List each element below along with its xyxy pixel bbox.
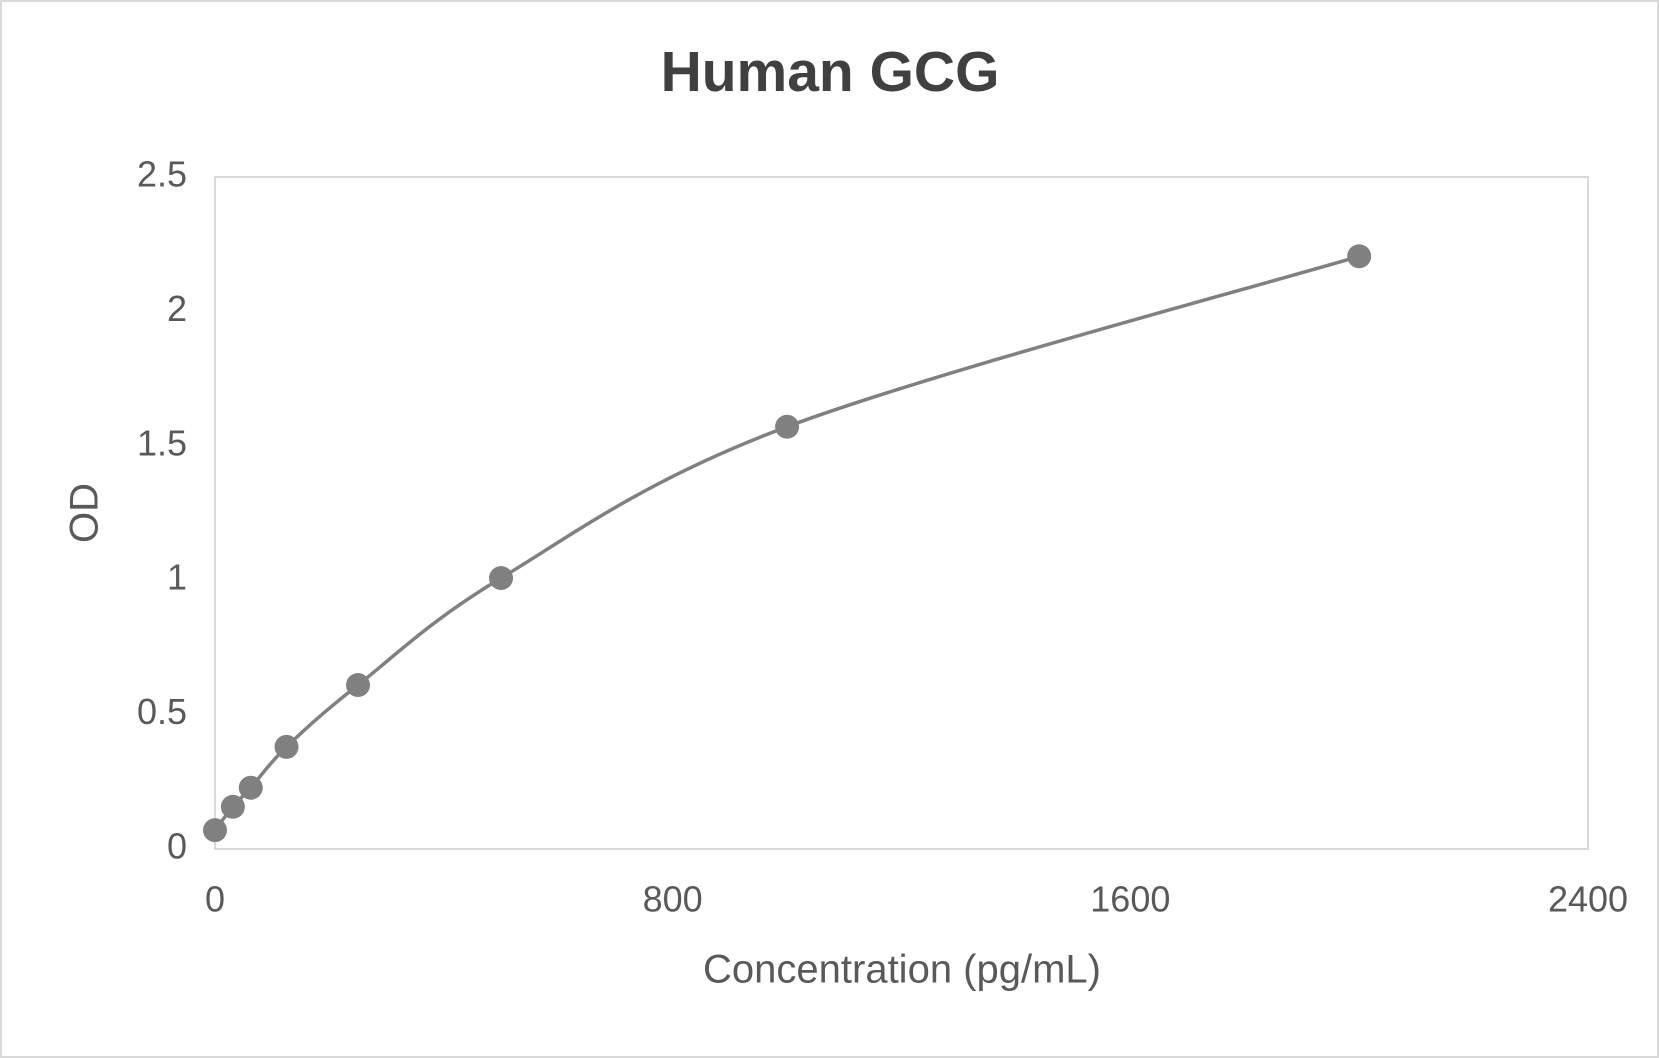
x-tick-label: 2400 [1548,879,1628,920]
data-point [346,673,371,698]
data-point [274,734,299,759]
chart-title: Human GCG [661,40,1000,104]
x-tick-label: 800 [643,879,703,920]
y-tick-label: 2 [167,288,187,329]
plot-area [214,176,1589,850]
y-axis-label: OD [63,483,107,543]
y-tick-label: 0 [167,826,187,867]
y-tick-label: 1.5 [137,422,187,463]
y-tick-label: 0.5 [137,691,187,732]
y-tick-label: 2.5 [137,154,187,195]
data-point [238,775,263,800]
data-point [203,818,227,843]
data-point [775,414,800,439]
data-point [220,794,245,819]
x-tick-label: 0 [205,879,225,920]
y-tick-label: 1 [167,557,187,598]
x-tick-label: 1600 [1090,879,1170,920]
data-point [1347,244,1372,269]
x-axis-label: Concentration (pg/mL) [703,948,1101,992]
data-point [489,566,514,591]
